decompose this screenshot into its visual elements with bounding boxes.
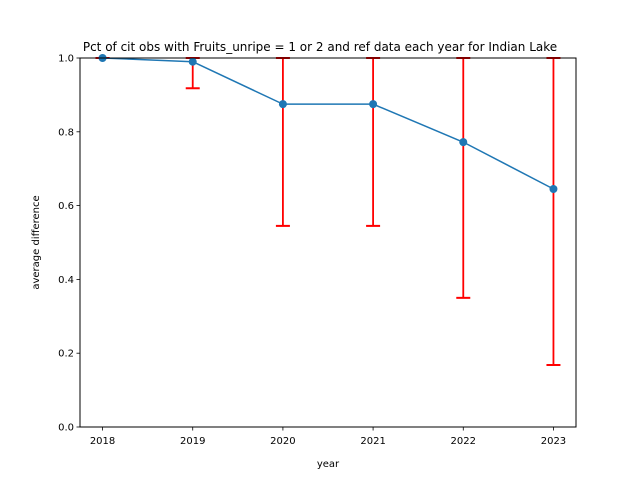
x-tick-label: 2021 [360, 436, 385, 447]
data-point [369, 100, 378, 109]
x-tick-label: 2019 [180, 436, 205, 447]
chart-title: Pct of cit obs with Fruits_unripe = 1 or… [83, 40, 557, 54]
data-point [188, 57, 197, 66]
x-tick-label: 2020 [270, 436, 295, 447]
x-tick-label: 2022 [451, 436, 476, 447]
x-tick-label: 2023 [541, 436, 566, 447]
y-axis-label: average difference [31, 195, 42, 289]
plot-frame [79, 57, 577, 428]
y-tick-label: 0.0 [58, 423, 74, 434]
data-points [98, 54, 558, 193]
x-tick-label: 2018 [90, 436, 115, 447]
y-axis-ticks: 0.0 0.2 0.4 0.6 0.8 1.0 [58, 54, 80, 434]
data-point [549, 184, 558, 193]
data-point [459, 138, 468, 147]
y-tick-label: 1.0 [58, 54, 74, 65]
data-series [102, 57, 554, 190]
x-axis-label: year [317, 459, 340, 470]
series-line [102, 57, 554, 190]
x-axis-ticks: 2018 2019 2020 2021 2022 2023 [90, 427, 566, 447]
plot-area [80, 58, 576, 427]
y-tick-label: 0.6 [58, 201, 74, 212]
data-point [278, 100, 287, 109]
y-tick-label: 0.4 [58, 275, 74, 286]
y-tick-label: 0.8 [58, 127, 74, 138]
y-tick-label: 0.2 [58, 349, 74, 360]
